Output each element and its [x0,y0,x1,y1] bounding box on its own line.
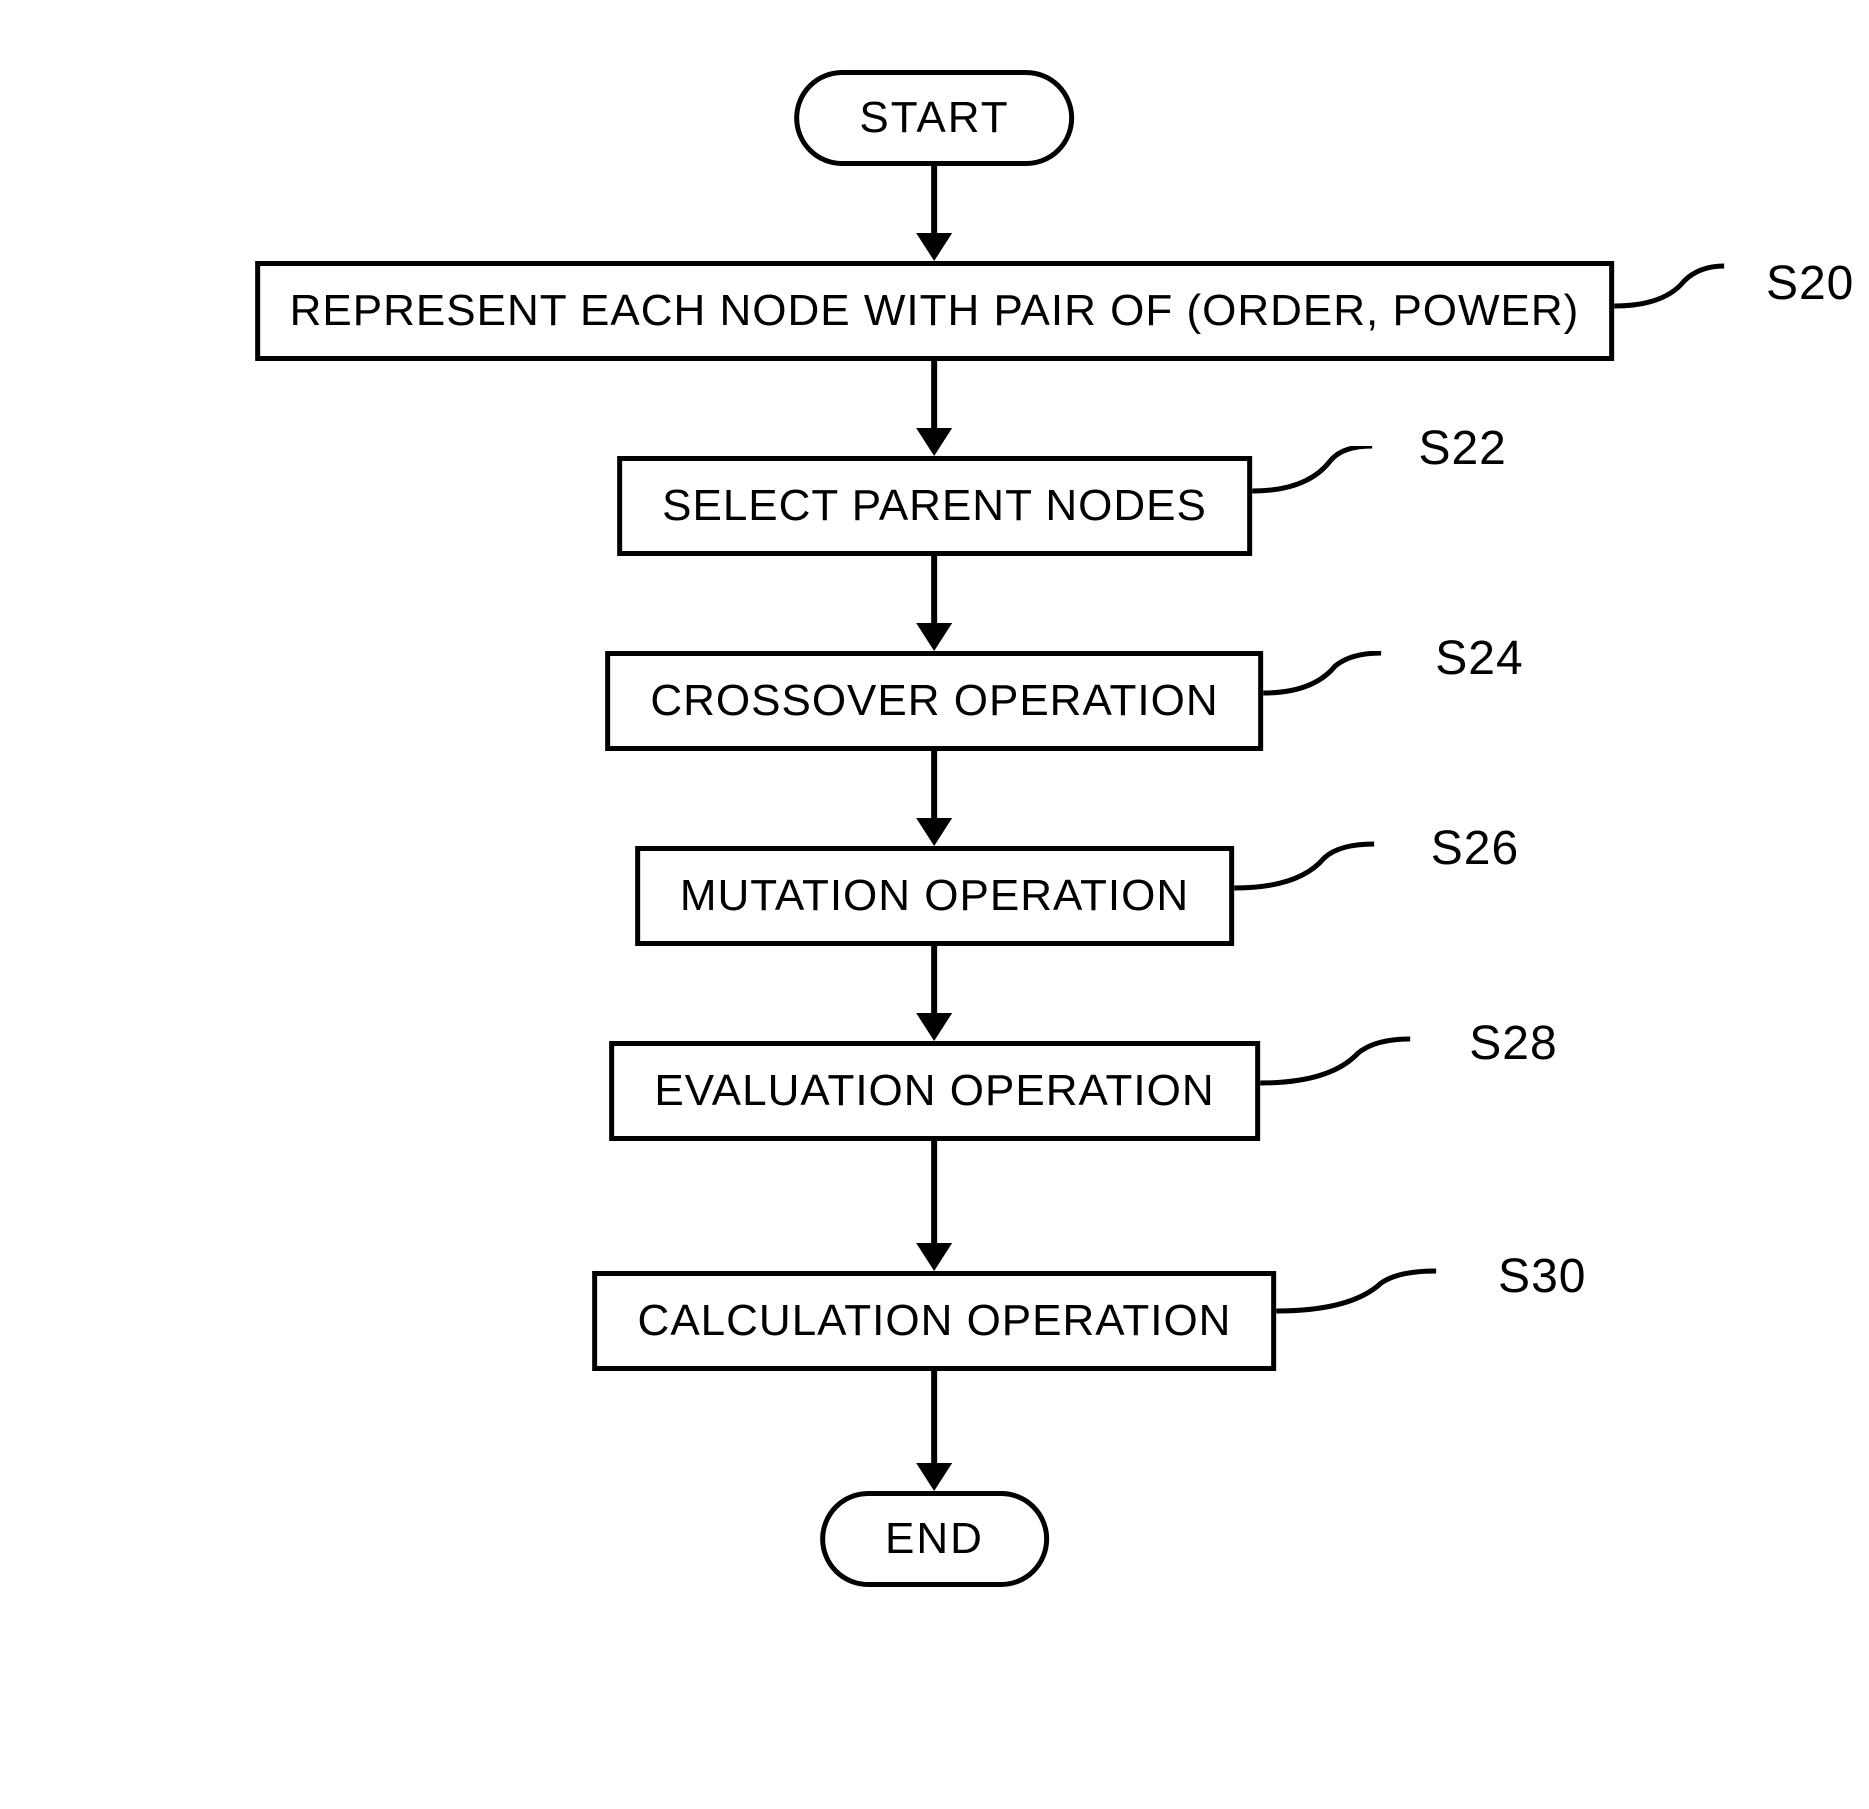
step-s24-label: S24 [1435,631,1523,686]
step-s28-label: S28 [1469,1016,1557,1071]
step-s20-box: REPRESENT EACH NODE WITH PAIR OF (ORDER,… [255,261,1615,361]
start-terminator: START [794,70,1074,166]
arrow [915,1141,955,1271]
connector-s20 [1614,261,1744,331]
step-s22-row: SELECT PARENT NODES S22 [617,456,1252,556]
step-s24-box: CROSSOVER OPERATION [605,651,1263,751]
arrow [915,1371,955,1491]
step-s24-text: CROSSOVER OPERATION [650,676,1218,725]
step-s22-box: SELECT PARENT NODES [617,456,1252,556]
step-s30-box: CALCULATION OPERATION [593,1271,1277,1371]
arrow [915,166,955,261]
step-s20-row: REPRESENT EACH NODE WITH PAIR OF (ORDER,… [255,261,1615,361]
end-terminator: END [820,1491,1049,1587]
arrow [915,751,955,846]
step-s28-text: EVALUATION OPERATION [654,1066,1214,1115]
connector-s26 [1234,841,1394,911]
arrow [915,361,955,456]
start-label: START [859,93,1009,142]
step-s26-text: MUTATION OPERATION [680,871,1189,920]
connector-s24 [1264,651,1399,721]
arrow [915,556,955,651]
step-s28-box: EVALUATION OPERATION [609,1041,1259,1141]
step-s30-row: CALCULATION OPERATION S30 [593,1271,1277,1371]
step-s20-text: REPRESENT EACH NODE WITH PAIR OF (ORDER,… [290,286,1580,335]
step-s30-text: CALCULATION OPERATION [638,1296,1232,1345]
step-s22-label: S22 [1418,421,1506,476]
step-s20-label: S20 [1766,256,1854,311]
connector-s22 [1252,446,1387,516]
step-s26-box: MUTATION OPERATION [635,846,1234,946]
step-s30-label: S30 [1498,1249,1586,1304]
end-label: END [885,1514,984,1563]
arrow [915,946,955,1041]
connector-s30 [1276,1268,1456,1338]
step-s26-row: MUTATION OPERATION S26 [635,846,1234,946]
step-s24-row: CROSSOVER OPERATION S24 [605,651,1263,751]
step-s26-label: S26 [1431,821,1519,876]
step-s28-row: EVALUATION OPERATION S28 [609,1041,1259,1141]
connector-s28 [1260,1036,1430,1106]
step-s22-text: SELECT PARENT NODES [662,481,1207,530]
flowchart-container: START REPRESENT EACH NODE WITH PAIR OF (… [255,70,1615,1587]
